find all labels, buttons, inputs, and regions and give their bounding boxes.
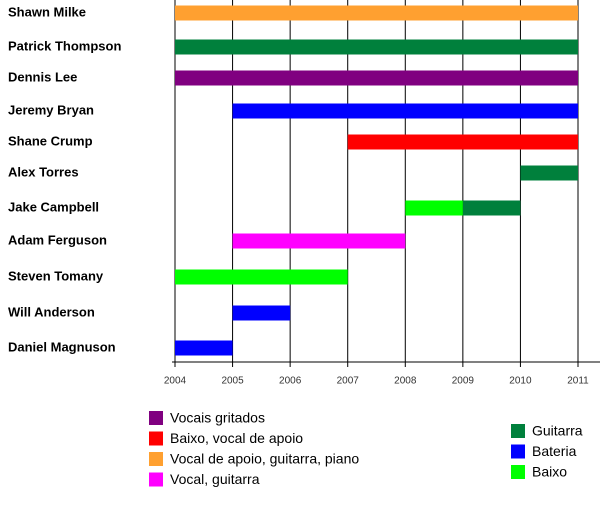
- legend-swatch: [149, 431, 163, 446]
- bar: [347, 134, 578, 150]
- bar: [175, 340, 233, 356]
- legend-label: Vocal de apoio, guitarra, piano: [170, 451, 359, 467]
- bar: [232, 233, 406, 249]
- legend-swatch: [149, 411, 163, 425]
- bar: [232, 305, 291, 321]
- bar: [175, 39, 578, 55]
- bar: [405, 200, 463, 216]
- x-tick-label: 2004: [164, 376, 187, 387]
- row-label: Shane Crump: [8, 133, 93, 148]
- legend-swatch: [149, 452, 163, 466]
- row-label: Will Anderson: [8, 304, 95, 319]
- legend-label: Baixo: [532, 464, 567, 480]
- x-tick-label: 2008: [394, 376, 417, 387]
- legend-swatch: [511, 424, 525, 438]
- legend-swatch: [149, 472, 163, 487]
- bar: [462, 200, 521, 216]
- row-label: Daniel Magnuson: [8, 339, 116, 354]
- bar: [232, 103, 579, 119]
- legend-swatch: [511, 444, 525, 459]
- legend-label: Vocal, guitarra: [170, 471, 260, 487]
- x-tick-label: 2005: [221, 376, 244, 387]
- bar: [175, 70, 578, 86]
- row-label: Patrick Thompson: [8, 38, 121, 53]
- legend-swatch: [511, 465, 525, 479]
- row-label: Steven Tomany: [8, 268, 104, 283]
- row-label: Dennis Lee: [8, 69, 77, 84]
- row-label: Jeremy Bryan: [8, 102, 94, 117]
- row-label: Adam Ferguson: [8, 232, 107, 247]
- bar: [175, 269, 348, 285]
- x-tick-label: 2009: [452, 376, 475, 387]
- x-tick-label: 2006: [279, 376, 302, 387]
- row-label: Alex Torres: [8, 164, 79, 179]
- legend-label: Bateria: [532, 443, 577, 459]
- x-tick-label: 2010: [509, 376, 532, 387]
- x-tick-label: 2011: [567, 376, 589, 387]
- legend-label: Vocais gritados: [170, 410, 265, 426]
- row-label: Jake Campbell: [8, 199, 99, 214]
- x-tick-label: 2007: [337, 376, 360, 387]
- bar: [175, 5, 578, 21]
- legend-label: Guitarra: [532, 423, 583, 439]
- row-label: Shawn Milke: [8, 4, 86, 19]
- legend-label: Baixo, vocal de apoio: [170, 430, 303, 446]
- bar: [520, 165, 578, 181]
